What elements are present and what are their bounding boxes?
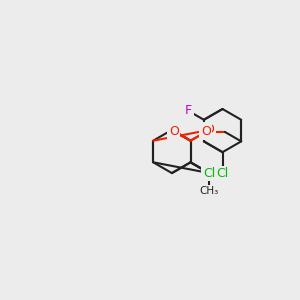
Text: O: O (169, 124, 179, 137)
Text: Cl: Cl (203, 167, 215, 180)
Text: F: F (185, 104, 192, 118)
Text: O: O (201, 125, 211, 138)
Text: Cl: Cl (216, 167, 229, 180)
Text: CH₃: CH₃ (200, 186, 219, 197)
Text: O: O (204, 123, 214, 136)
